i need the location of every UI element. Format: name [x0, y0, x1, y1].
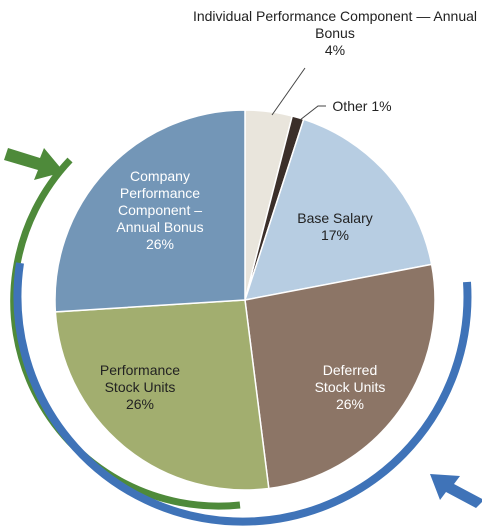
category-label: Deferred Stock Units [314, 362, 386, 395]
blue-arrow [430, 474, 482, 508]
slice-label: Individual Performance Component — Annua… [190, 8, 480, 59]
blue-arc [13, 262, 472, 526]
value-label: 26% [335, 396, 365, 412]
pie-slice [244, 263, 436, 490]
category-label: Other [332, 98, 368, 114]
category-label: Base Salary [297, 210, 373, 226]
pie-slice [54, 299, 270, 491]
category-label: Company Performance Component – Annual B… [116, 168, 204, 235]
slice-label: Deferred Stock Units 26% [305, 362, 395, 413]
category-label: Individual Performance Component — Annua… [192, 8, 478, 41]
value-label: 17% [320, 227, 350, 243]
value-label: 4% [324, 42, 346, 58]
category-label: Performance Stock Units [99, 362, 181, 395]
value-label: 26% [125, 396, 155, 412]
slice-label: Performance Stock Units 26% [90, 362, 190, 413]
slice-label: Company Performance Component – Annual B… [105, 168, 215, 253]
pie-slice [54, 109, 246, 313]
slice-label: Other 1% [302, 98, 422, 115]
value-label: 26% [145, 236, 175, 252]
pie [54, 109, 436, 491]
green-arrow [4, 148, 64, 180]
slice-label: Base Salary 17% [280, 210, 390, 244]
pie-slice [243, 118, 433, 301]
leader-line [271, 67, 306, 116]
leader-line [299, 105, 326, 121]
value-label: 1% [371, 98, 392, 114]
